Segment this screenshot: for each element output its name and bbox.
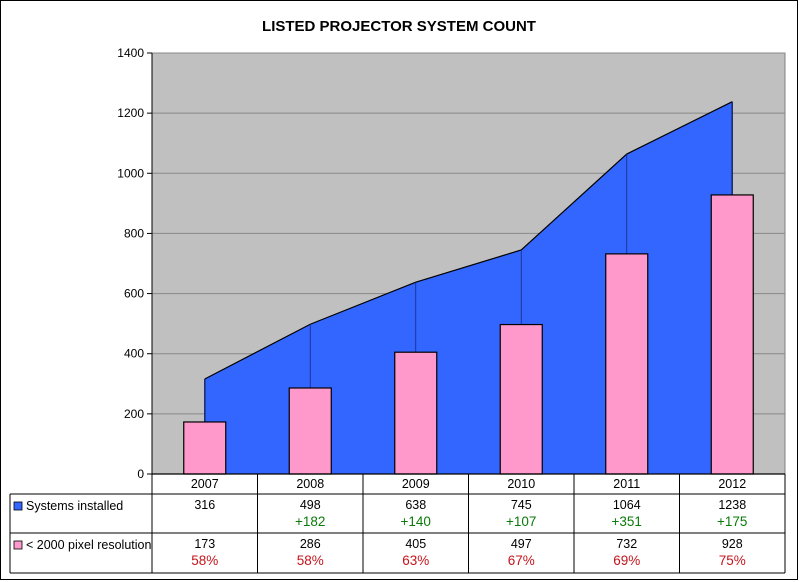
y-tick-label: 200	[124, 407, 144, 421]
x-category-label: 2012	[718, 477, 746, 491]
bar-low-resolution	[710, 194, 754, 475]
table-value: 316	[194, 498, 215, 512]
legend-key	[13, 501, 23, 511]
y-tick-label: 0	[137, 467, 144, 481]
bar-low-resolution	[499, 323, 543, 475]
table-value: 745	[511, 498, 532, 512]
table-increase: +182	[295, 514, 325, 529]
x-category-label: 2008	[296, 477, 324, 491]
table-increase: +175	[717, 514, 747, 529]
table-increase: +107	[506, 514, 536, 529]
x-category-label: 2010	[507, 477, 535, 491]
area-systems-installed	[204, 101, 733, 475]
table-value: 732	[616, 537, 637, 551]
table-value: 405	[405, 537, 426, 551]
x-category-label: 2011	[613, 477, 640, 491]
bar-low-resolution	[288, 387, 332, 475]
table-percent: 58%	[297, 553, 324, 568]
table-value: 286	[300, 537, 321, 551]
y-tick-label: 600	[124, 287, 144, 301]
table-percent: 75%	[719, 553, 746, 568]
y-tick-label: 1400	[117, 46, 144, 60]
bar-low-resolution	[183, 421, 227, 475]
table-value: 1064	[613, 498, 641, 512]
table-percent: 67%	[508, 553, 535, 568]
y-tick-label: 1000	[117, 166, 144, 180]
bar-low-resolution	[394, 351, 438, 475]
table-value: 1238	[718, 498, 746, 512]
table-value: 638	[405, 498, 426, 512]
x-category-label: 2009	[402, 477, 430, 491]
x-category-label: 2007	[191, 477, 219, 491]
table-value: 928	[722, 537, 743, 551]
legend-label: < 2000 pixel resolution	[26, 538, 151, 552]
table-value: 498	[300, 498, 321, 512]
chart-title: LISTED PROJECTOR SYSTEM COUNT	[262, 18, 536, 35]
table-value: 497	[511, 537, 532, 551]
table-percent: 69%	[613, 553, 640, 568]
table-percent: 63%	[402, 553, 429, 568]
table-increase: +140	[401, 514, 431, 529]
legend-label: Systems installed	[26, 499, 123, 513]
table-value: 173	[194, 537, 215, 551]
table-percent: 58%	[191, 553, 218, 568]
legend-key	[13, 540, 23, 550]
area-outline	[204, 101, 733, 380]
y-tick-label: 400	[124, 347, 144, 361]
y-tick-label: 1200	[117, 106, 144, 120]
bar-low-resolution	[605, 253, 649, 475]
y-tick-label: 800	[124, 226, 144, 240]
table-increase: +351	[612, 514, 642, 529]
